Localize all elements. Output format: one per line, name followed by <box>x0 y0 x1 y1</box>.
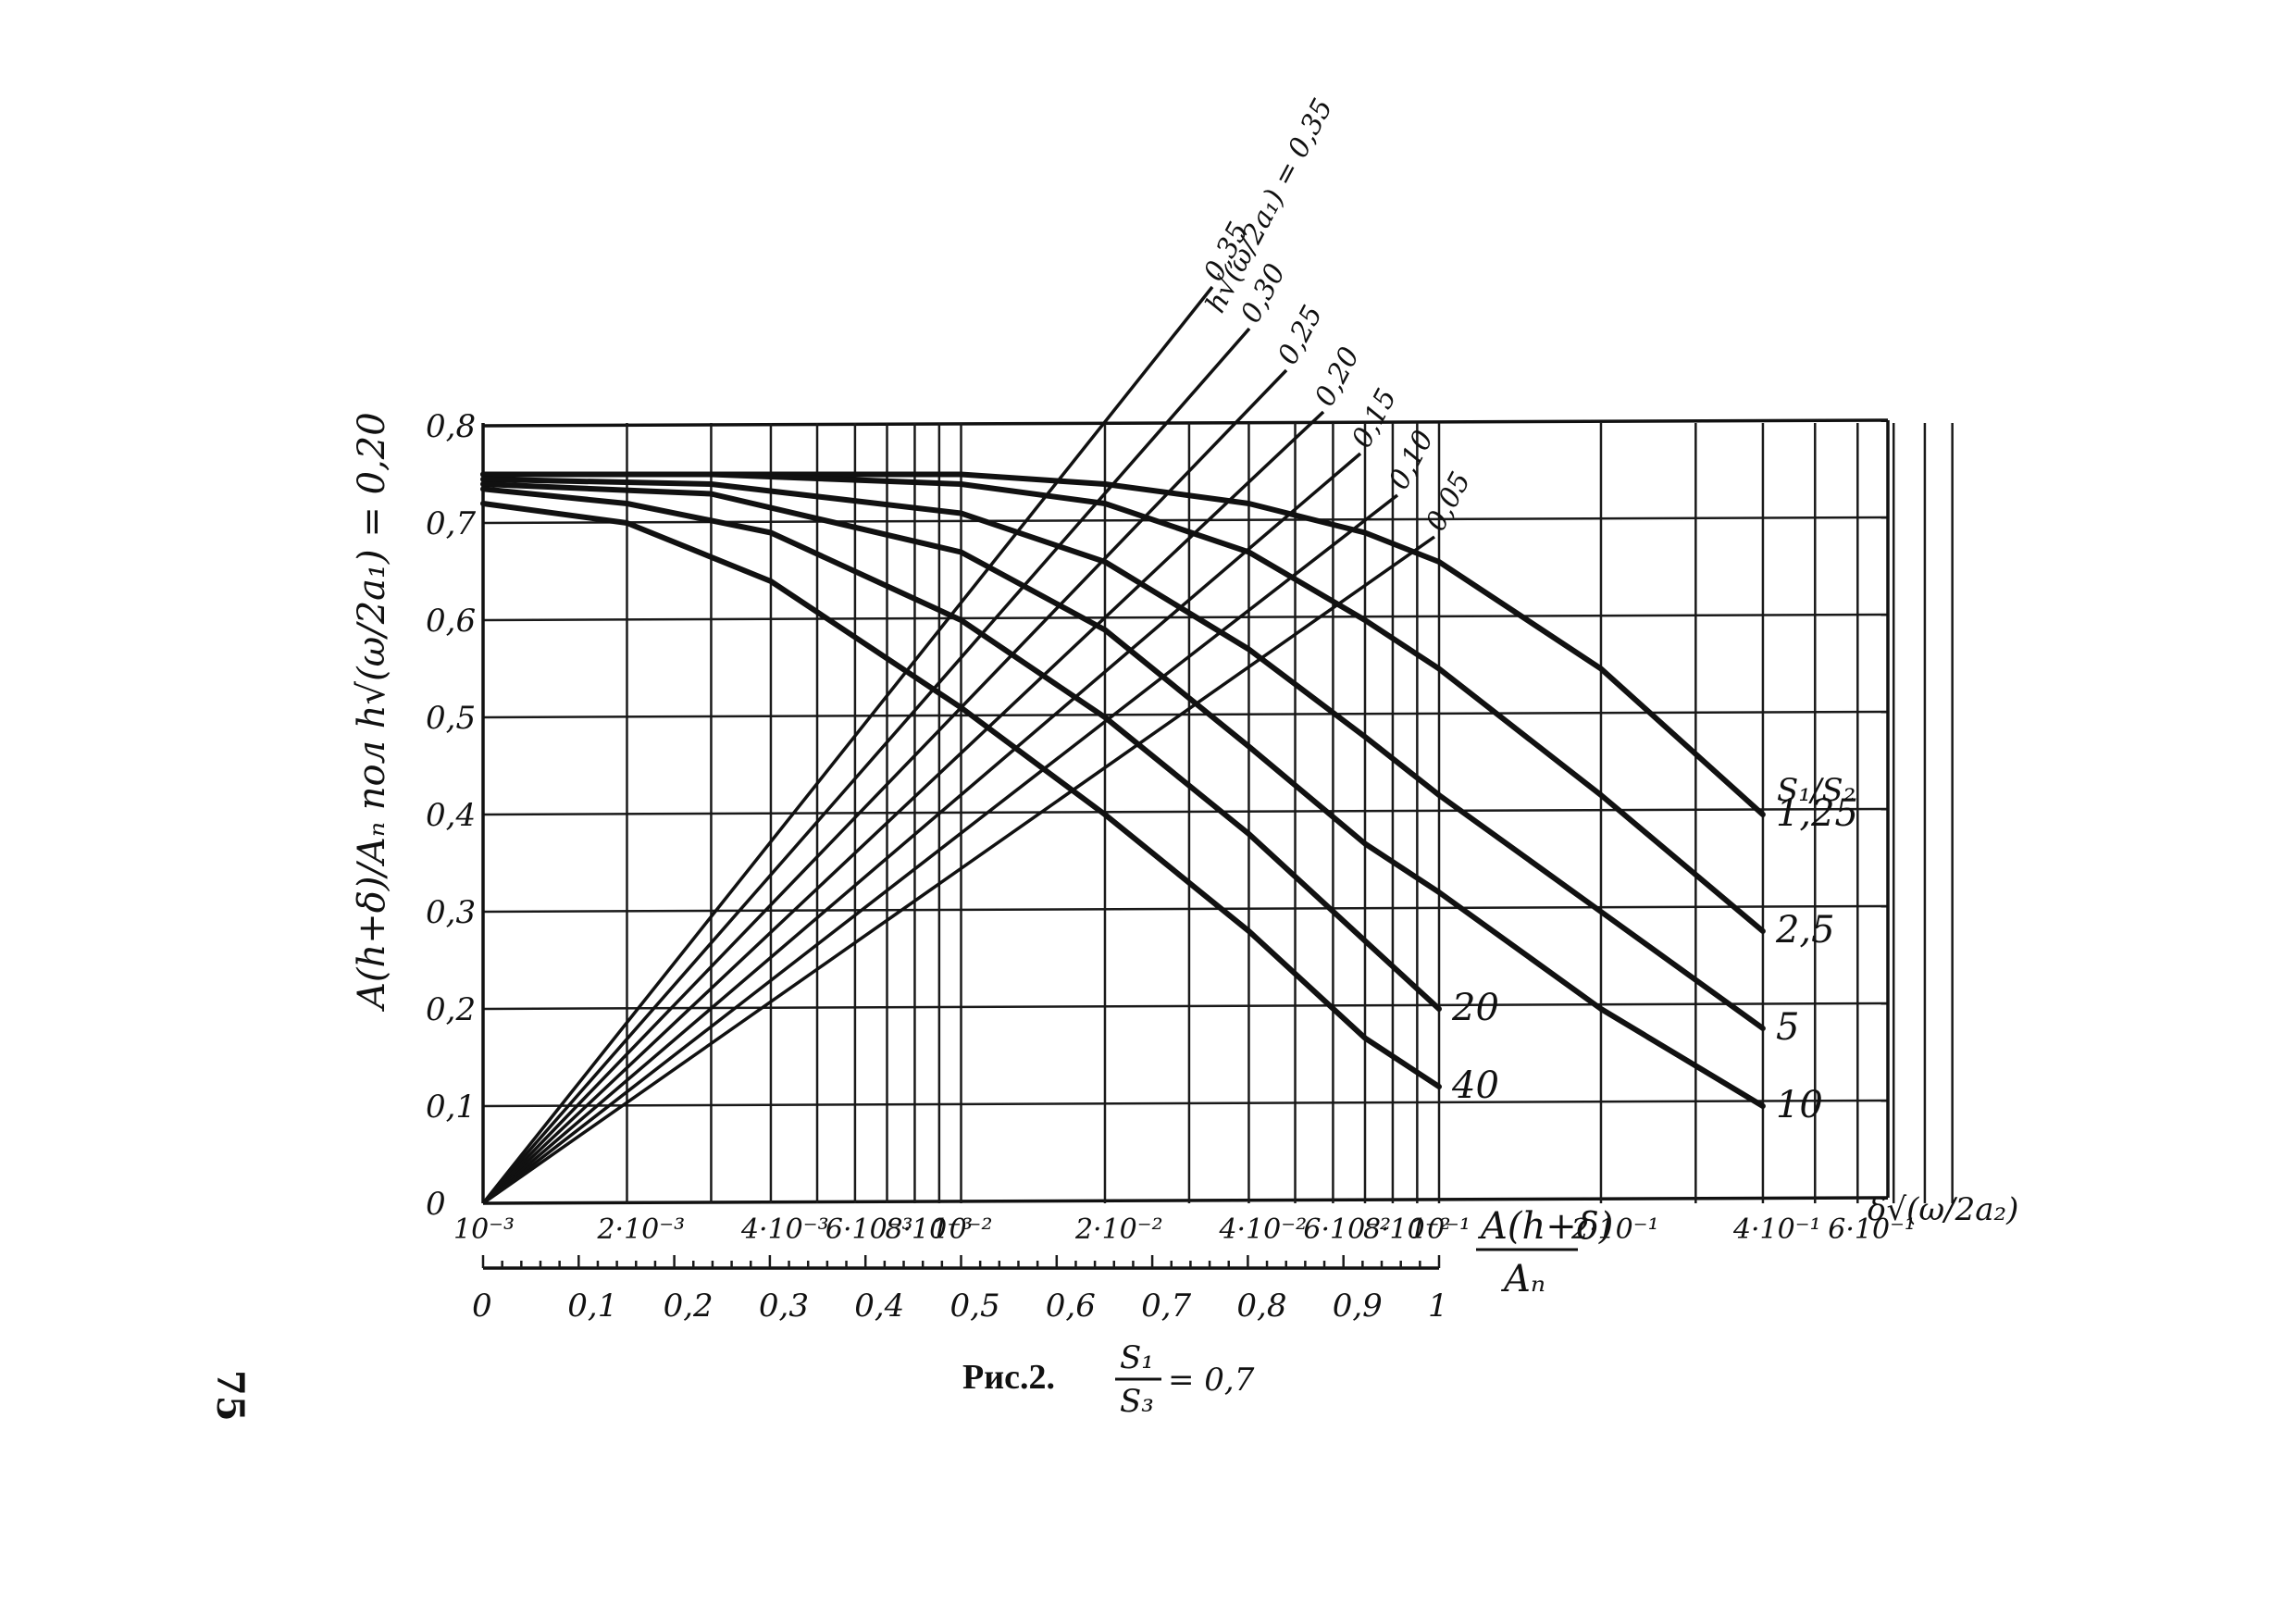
y-tick-label: 0,4 <box>426 797 476 834</box>
x-tick-label-linear: 1 <box>1428 1288 1448 1325</box>
y-tick-label: 0,5 <box>426 700 476 737</box>
y-axis-label: A(h+δ)/Aₙ пол h√(ω/2a₁) = 0,20 <box>351 412 393 1013</box>
x-right-label: δ√(ω/2a₂) <box>1868 1191 2018 1228</box>
x-tick-label-log: 4·10⁻³ <box>740 1213 829 1246</box>
caption-ratio-denominator: S₃ <box>1120 1383 1154 1420</box>
h-line-label: 0,05 <box>1420 467 1477 536</box>
h-line-label: 0,15 <box>1346 383 1403 453</box>
x-tick-label-linear: 0,6 <box>1046 1288 1096 1325</box>
series-line <box>480 486 1442 1012</box>
y-tick-label: 0,1 <box>426 1089 476 1126</box>
x-tick-label-log: 10⁻³ <box>453 1213 515 1246</box>
series-label: 20 <box>1451 987 1499 1029</box>
grid-line-h <box>482 807 1889 816</box>
series-label: 2,5 <box>1775 909 1835 952</box>
x-tick-label-linear: 0,5 <box>950 1288 1000 1325</box>
x-tick-label-log: 10⁻¹ <box>1409 1213 1471 1246</box>
caption-ratio-numerator: S₁ <box>1120 1339 1154 1376</box>
x-tick-label-log: 8·10⁻³ <box>885 1213 973 1246</box>
x-tick-label-linear: 0,2 <box>664 1288 714 1325</box>
x-tick-label-linear: 0 <box>472 1288 492 1325</box>
series-line <box>480 471 1766 817</box>
y-tick-label: 0,6 <box>426 603 476 640</box>
x-tick-label-log: 8·10⁻² <box>1363 1213 1451 1246</box>
x-tick-label-log: 4·10⁻² <box>1218 1213 1307 1246</box>
grid-line-h <box>482 1099 1889 1108</box>
x-tick-label-log: 6·10⁻³ <box>825 1213 913 1246</box>
x-tick-label-linear: 0,1 <box>567 1288 617 1325</box>
x-tick-label-linear: 0,9 <box>1333 1288 1383 1325</box>
series-line <box>480 476 1766 1031</box>
x-axis-label-denominator: Aₙ <box>1500 1258 1545 1300</box>
grid-line-h <box>482 1002 1889 1011</box>
x-tick-label-log: 6·10⁻¹ <box>1828 1213 1916 1246</box>
series-label: 40 <box>1451 1064 1499 1107</box>
x-tick-label-log: 2·10⁻² <box>1074 1213 1163 1246</box>
series-label: 1,25 <box>1776 792 1858 835</box>
x-tick-label-log: 2·10⁻³ <box>596 1213 685 1246</box>
x-tick-label-linear: 0,8 <box>1236 1288 1286 1325</box>
grid-line-h <box>482 904 1889 914</box>
y-tick-label: 0,8 <box>426 408 476 445</box>
x-tick-label-linear: 0,7 <box>1141 1288 1191 1325</box>
x-tick-label-linear: 0,3 <box>759 1288 809 1325</box>
h-line <box>481 493 1399 1205</box>
h-line-label: 0,25 <box>1272 300 1329 369</box>
h-line-label: 0,10 <box>1383 425 1440 494</box>
series-line <box>480 471 1766 934</box>
x-tick-label-log: 6·10⁻² <box>1303 1213 1391 1246</box>
legend-label: S₁/S₂ <box>1777 772 1855 809</box>
grid-line-h <box>482 418 1889 428</box>
h-line <box>481 535 1436 1205</box>
series-label: 10 <box>1776 1084 1823 1126</box>
grid <box>481 418 1954 1270</box>
labels: 0 0,1 0,2 0,3 0,4 0,5 0,6 0,7 0,8 10⁻³ 2·10⁻³ 4·10⁻… <box>426 408 1916 1325</box>
h-line <box>481 368 1288 1205</box>
y-tick-label: 0 <box>426 1186 446 1223</box>
caption-ratio-value: = 0,7 <box>1168 1362 1255 1399</box>
x-tick-label-linear: 0,4 <box>854 1288 904 1325</box>
h-line <box>481 327 1251 1205</box>
y-tick-label: 0,2 <box>426 991 476 1028</box>
h-line <box>481 285 1214 1205</box>
h-line-label: 0,20 <box>1309 342 1366 411</box>
h-line <box>481 410 1325 1205</box>
series-line <box>480 481 1766 1109</box>
x-axis-label-numerator: A(h+δ) <box>1477 1205 1613 1248</box>
grid-line-h <box>482 1196 1889 1205</box>
grid-line-h <box>482 613 1889 622</box>
y-tick-label: 0,3 <box>426 894 476 931</box>
x-tick-label-log: 4·10⁻¹ <box>1732 1213 1821 1246</box>
series-line <box>480 501 1442 1089</box>
x-tick-label-log: 2·10⁻¹ <box>1570 1213 1659 1246</box>
caption-label: Рис.2. <box>962 1358 1055 1397</box>
x-tick-label-log: 10⁻² <box>932 1213 993 1246</box>
data-series: 1,25 2,5 5 10 20 40 <box>480 471 1858 1126</box>
series-label: 5 <box>1776 1006 1799 1049</box>
y-tick-label: 0,7 <box>426 505 476 542</box>
h-line <box>481 452 1362 1205</box>
page-number: 75 <box>208 1370 252 1422</box>
